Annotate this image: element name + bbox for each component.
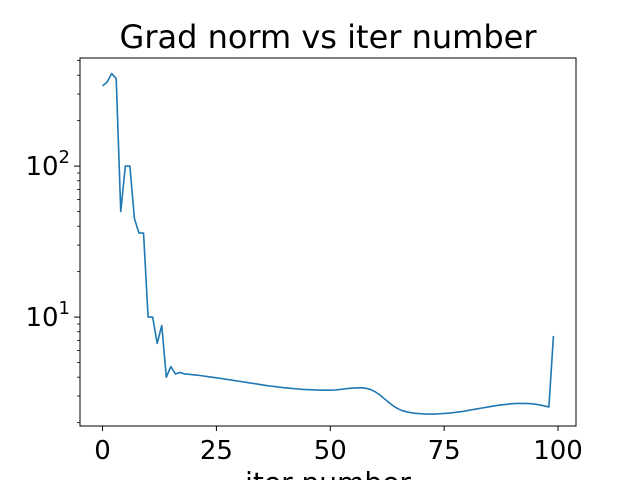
- x-axis-label: iter number: [245, 466, 411, 480]
- x-axis: 0 25 50 75 100: [94, 426, 583, 466]
- series-line-0: [102, 72, 555, 415]
- y-tick-label-base: 10: [25, 152, 58, 182]
- plot-frame: [79, 57, 577, 427]
- y-tick-label: 101: [25, 298, 70, 333]
- x-tick-label: 0: [94, 436, 111, 466]
- chart-title: Grad norm vs iter number: [120, 18, 538, 56]
- x-tick-label: 25: [200, 436, 233, 466]
- x-tick-label: 50: [314, 436, 347, 466]
- y-tick-label: 102: [25, 147, 70, 182]
- x-tick-label: 100: [533, 436, 583, 466]
- y-tick-label-exponent: 2: [59, 147, 70, 168]
- x-tick-label: 75: [428, 436, 461, 466]
- plot-area: [79, 57, 577, 427]
- y-tick-label-base: 10: [25, 303, 58, 333]
- y-tick-label-exponent: 1: [59, 298, 70, 319]
